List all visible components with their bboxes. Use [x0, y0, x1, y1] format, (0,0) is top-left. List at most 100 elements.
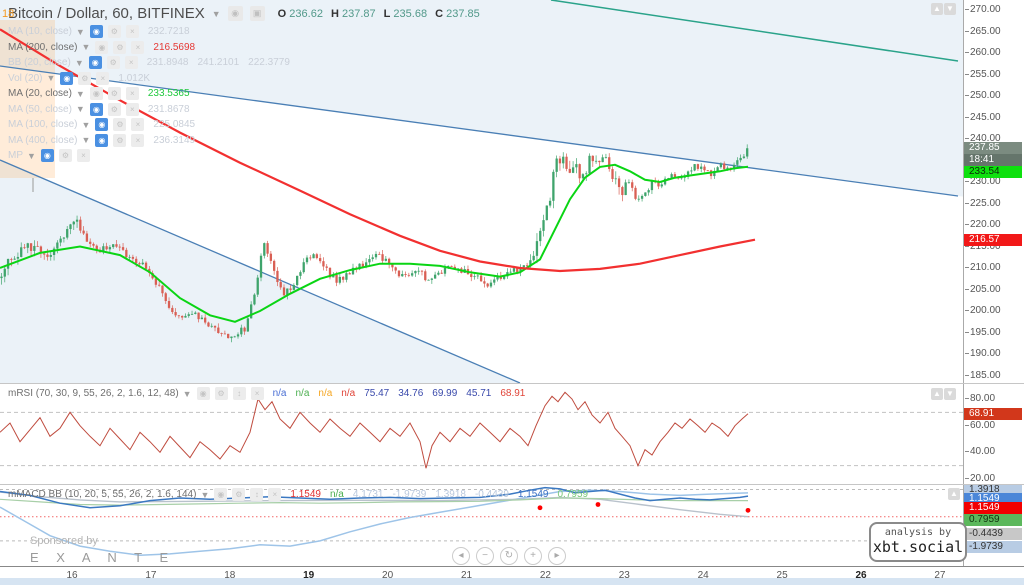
price-axis-label: 245.00 [965, 112, 1001, 123]
rsi-axis-label: 80.00 [965, 393, 995, 404]
eye-icon[interactable]: ◉ [40, 149, 54, 163]
eye-icon[interactable]: ◉ [60, 71, 74, 85]
chevron-down-icon[interactable]: ▼ [74, 57, 84, 68]
gear-icon[interactable]: ⚙ [232, 488, 246, 502]
indicator-label[interactable]: BB (20, close) [8, 57, 71, 69]
close-icon[interactable]: × [125, 25, 139, 39]
sponsor-block: Sponsored by E X A N T E [30, 535, 175, 565]
chart-style-icon[interactable]: ◉ [227, 6, 243, 21]
gear-icon[interactable]: ⚙ [113, 118, 127, 132]
indicator-label[interactable]: mRSI (70, 30, 9, 55, 26, 2, 1.6, 12, 48) [8, 388, 179, 400]
panel-separator[interactable] [0, 383, 1024, 384]
close-icon[interactable]: × [96, 71, 110, 85]
indicator-row: MP ▼ ◉ ⚙ × [8, 148, 290, 164]
eye-icon[interactable]: ◉ [214, 488, 228, 502]
chevron-down-icon[interactable]: ▼ [75, 26, 85, 37]
eye-icon[interactable]: ◉ [196, 387, 210, 401]
chart-canvas[interactable] [0, 0, 963, 585]
close-icon[interactable]: × [268, 488, 282, 502]
zoom-in-button[interactable]: + [524, 547, 542, 565]
reset-view-button[interactable]: ↻ [500, 547, 518, 565]
scroll-left-button[interactable]: ◂ [452, 547, 470, 565]
panel-expand-icon[interactable]: ▲ [931, 388, 943, 400]
close-icon[interactable]: × [131, 40, 145, 54]
gear-icon[interactable]: ⚙ [113, 40, 127, 54]
indicator-label[interactable]: mMACD BB (10, 20, 5, 55, 26, 2, 1.6, 144… [8, 489, 197, 501]
gear-icon[interactable]: ⚙ [107, 25, 121, 39]
time-axis-label: 16 [66, 570, 78, 581]
panel-expand-icon[interactable]: ▲ [931, 3, 943, 15]
eye-icon[interactable]: ◉ [95, 133, 109, 147]
panel-expand-icon[interactable]: ▲ [948, 488, 960, 500]
ohlc-high-label: H [330, 7, 339, 20]
chevron-down-icon[interactable]: ▼ [200, 489, 210, 500]
gear-icon[interactable]: ⚙ [106, 56, 120, 70]
chevron-down-icon[interactable]: ▼ [81, 42, 91, 53]
chevron-down-icon[interactable]: ▼ [81, 119, 91, 130]
indicator-label[interactable]: MA (400, close) [8, 134, 78, 146]
macd-value-badge: -0.4439 [964, 528, 1022, 540]
close-icon[interactable]: × [125, 87, 139, 101]
close-icon[interactable]: × [250, 387, 264, 401]
panel-separator[interactable] [0, 484, 1024, 485]
close-icon[interactable]: × [125, 102, 139, 116]
indicator-label[interactable]: MP [8, 150, 23, 162]
indicator-legend: MA (10, close) ▼ ◉ ⚙ × 232.7218 MA (200, close… [8, 24, 290, 164]
chevron-down-icon[interactable]: ▼ [27, 150, 36, 161]
close-icon[interactable]: × [76, 149, 90, 163]
time-axis-label: 26 [855, 570, 867, 581]
price-axis-label: 205.00 [965, 284, 1001, 295]
close-icon[interactable]: × [131, 118, 145, 132]
chevron-down-icon[interactable]: ▼ [46, 73, 56, 84]
chevron-down-icon[interactable]: ▼ [211, 8, 221, 19]
indicator-label[interactable]: MA (200, close) [8, 41, 78, 53]
chevron-down-icon[interactable]: ▼ [81, 135, 91, 146]
eye-icon[interactable]: ◉ [95, 118, 109, 132]
macd-panel-header: mMACD BB (10, 20, 5, 55, 26, 2, 1.6, 144… [8, 487, 588, 503]
eye-icon[interactable]: ◉ [89, 87, 103, 101]
rsi-axis-label: 20.00 [965, 473, 995, 484]
eye-icon[interactable]: ◉ [95, 40, 109, 54]
scroll-right-button[interactable]: ▸ [548, 547, 566, 565]
indicator-value: 222.3779 [248, 57, 290, 69]
chevron-down-icon[interactable]: ▼ [75, 104, 85, 115]
panel-collapse-icon[interactable]: ▼ [944, 388, 956, 400]
gear-icon[interactable]: ⚙ [78, 71, 92, 85]
gear-icon[interactable]: ⚙ [58, 149, 72, 163]
indicator-label[interactable]: MA (100, close) [8, 119, 78, 131]
indicator-label[interactable]: MA (50, close) [8, 103, 72, 115]
chevron-down-icon[interactable]: ▼ [182, 388, 192, 399]
indicator-label[interactable]: MA (20, close) [8, 88, 72, 100]
time-axis-label: 18 [224, 570, 236, 581]
indicator-label[interactable]: MA (10, close) [8, 26, 72, 38]
gear-icon[interactable]: ⚙ [107, 102, 121, 116]
indicator-value: 231.8948 [146, 57, 189, 69]
indicator-value: 1.1549 [290, 489, 321, 501]
close-icon[interactable]: × [131, 133, 145, 147]
move-icon[interactable]: ↕ [232, 387, 246, 401]
indicator-value: n/a [295, 388, 310, 400]
price-axis-label: 195.00 [965, 327, 1001, 338]
gear-icon[interactable]: ⚙ [113, 133, 127, 147]
price-badge: 18:41 [964, 154, 1022, 166]
snapshot-icon[interactable]: ▣ [249, 6, 265, 21]
panel-collapse-icon[interactable]: ▼ [944, 3, 956, 15]
chevron-down-icon[interactable]: ▼ [75, 88, 85, 99]
close-icon[interactable]: × [124, 56, 138, 70]
indicator-value: 75.47 [364, 388, 390, 400]
eye-icon[interactable]: ◉ [89, 25, 103, 39]
gear-icon[interactable]: ⚙ [214, 387, 228, 401]
price-badge: 237.85 [964, 142, 1022, 154]
indicator-value: 236.3149 [153, 134, 196, 146]
scroll-strip[interactable] [0, 578, 1024, 585]
eye-icon[interactable]: ◉ [88, 56, 102, 70]
gear-icon[interactable]: ⚙ [107, 87, 121, 101]
price-axis-label: 260.00 [965, 47, 1001, 58]
move-icon[interactable]: ↕ [250, 488, 264, 502]
zoom-out-button[interactable]: − [476, 547, 494, 565]
indicator-label[interactable]: Vol (20) [8, 72, 43, 84]
symbol-title[interactable]: Bitcoin / Dollar, 60, BITFINEX [8, 5, 205, 22]
indicator-row: mMACD BB (10, 20, 5, 55, 26, 2, 1.6, 144… [8, 487, 588, 503]
eye-icon[interactable]: ◉ [89, 102, 103, 116]
